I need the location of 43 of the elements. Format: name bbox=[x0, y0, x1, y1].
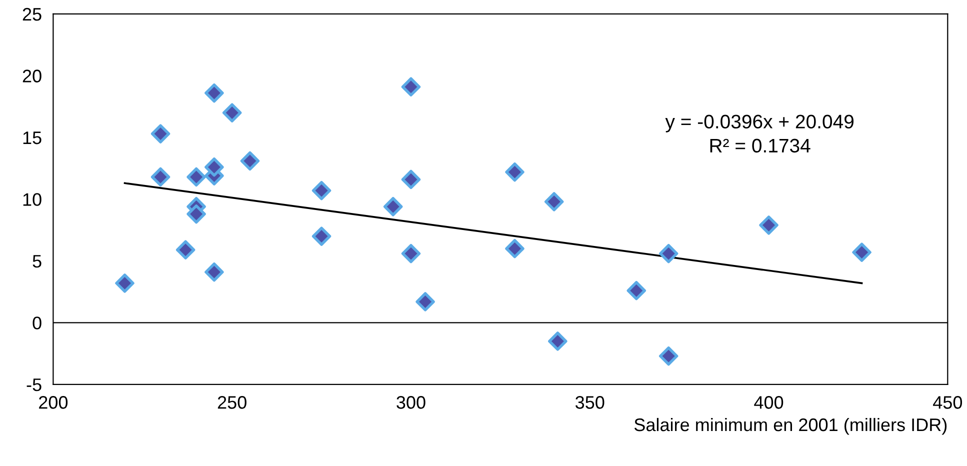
point bbox=[401, 244, 421, 264]
point bbox=[222, 103, 242, 122]
x-tick-label: 450 bbox=[933, 396, 962, 409]
point bbox=[401, 170, 421, 190]
point bbox=[176, 240, 196, 260]
x-tick-label: 250 bbox=[218, 396, 246, 409]
point bbox=[115, 274, 134, 293]
y-tick-label: -5 bbox=[26, 378, 42, 392]
y-tick-label: 0 bbox=[32, 316, 42, 330]
annotation: R² = 0.1734 bbox=[710, 138, 810, 153]
point bbox=[505, 239, 524, 258]
x-tick-label: 200 bbox=[39, 396, 68, 409]
point bbox=[312, 226, 332, 246]
y-tick-label: 5 bbox=[32, 255, 42, 268]
point bbox=[204, 262, 224, 282]
point bbox=[186, 204, 206, 224]
x-tick-label: 400 bbox=[754, 396, 784, 409]
x-tick-label: 300 bbox=[396, 396, 426, 409]
y-tick-label: 20 bbox=[22, 70, 42, 82]
point bbox=[150, 167, 170, 187]
y-tick-label: 25 bbox=[22, 8, 42, 21]
point bbox=[505, 162, 524, 182]
point bbox=[401, 77, 421, 96]
point bbox=[240, 151, 260, 171]
y-tick-label: 10 bbox=[23, 193, 42, 206]
point bbox=[548, 332, 568, 351]
point bbox=[383, 197, 403, 216]
point bbox=[852, 242, 872, 262]
point bbox=[186, 167, 206, 187]
x-axis-title: Salaire minimum en 2001 (milliers IDR) bbox=[634, 418, 947, 435]
point bbox=[626, 280, 646, 300]
point bbox=[658, 346, 678, 366]
point bbox=[544, 192, 564, 212]
point bbox=[416, 292, 435, 312]
point bbox=[759, 216, 778, 235]
point bbox=[204, 158, 224, 177]
point bbox=[150, 124, 170, 144]
y-tick-label: 15 bbox=[23, 132, 42, 144]
point bbox=[658, 244, 678, 264]
point bbox=[312, 180, 332, 200]
annotation: y = -0.0396x + 20.049 bbox=[665, 114, 854, 132]
point bbox=[204, 83, 224, 103]
x-tick-label: 350 bbox=[576, 396, 604, 409]
